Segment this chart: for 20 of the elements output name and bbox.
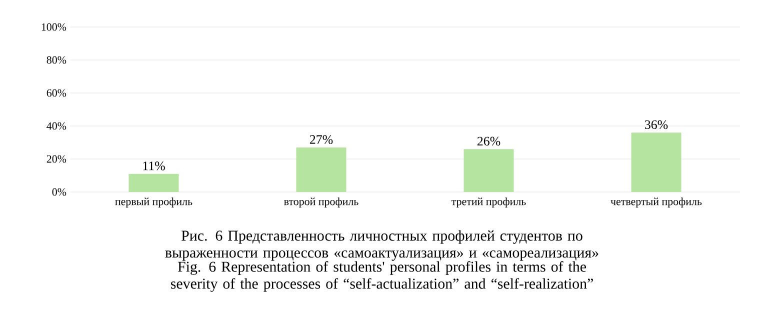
- y-tick-label: 0%: [52, 188, 66, 196]
- data-label: 36%: [645, 120, 668, 130]
- y-tick-label: 40%: [46, 122, 66, 130]
- data-label: 27%: [310, 135, 333, 144]
- data-label: 26%: [477, 136, 500, 146]
- y-tick-label: 60%: [46, 89, 66, 97]
- bar: [631, 132, 682, 192]
- bar: [296, 147, 346, 192]
- x-tick-label: четвертый профиль: [610, 198, 702, 208]
- y-tick-label: 20%: [46, 155, 66, 163]
- caption: Fig. 6 Representation of students' personal profiles in terms of the severity of the processes of “self-actualization” and “self-realization”: [171, 261, 593, 292]
- x-tick-label: первый профиль: [115, 198, 192, 208]
- bar: [464, 149, 514, 192]
- bar: [128, 174, 179, 192]
- y-tick-label: 100%: [42, 23, 66, 31]
- text: Рис. 6 Представленность личностных профилей студентов по выраженности процессов «самоактуализация» и «самореализация»: [165, 230, 598, 261]
- data-label: 11%: [143, 162, 165, 170]
- x-tick-label: третий профиль: [452, 198, 526, 208]
- y-tick-label: 80%: [46, 56, 66, 64]
- x-tick-label: второй профиль: [284, 198, 358, 208]
